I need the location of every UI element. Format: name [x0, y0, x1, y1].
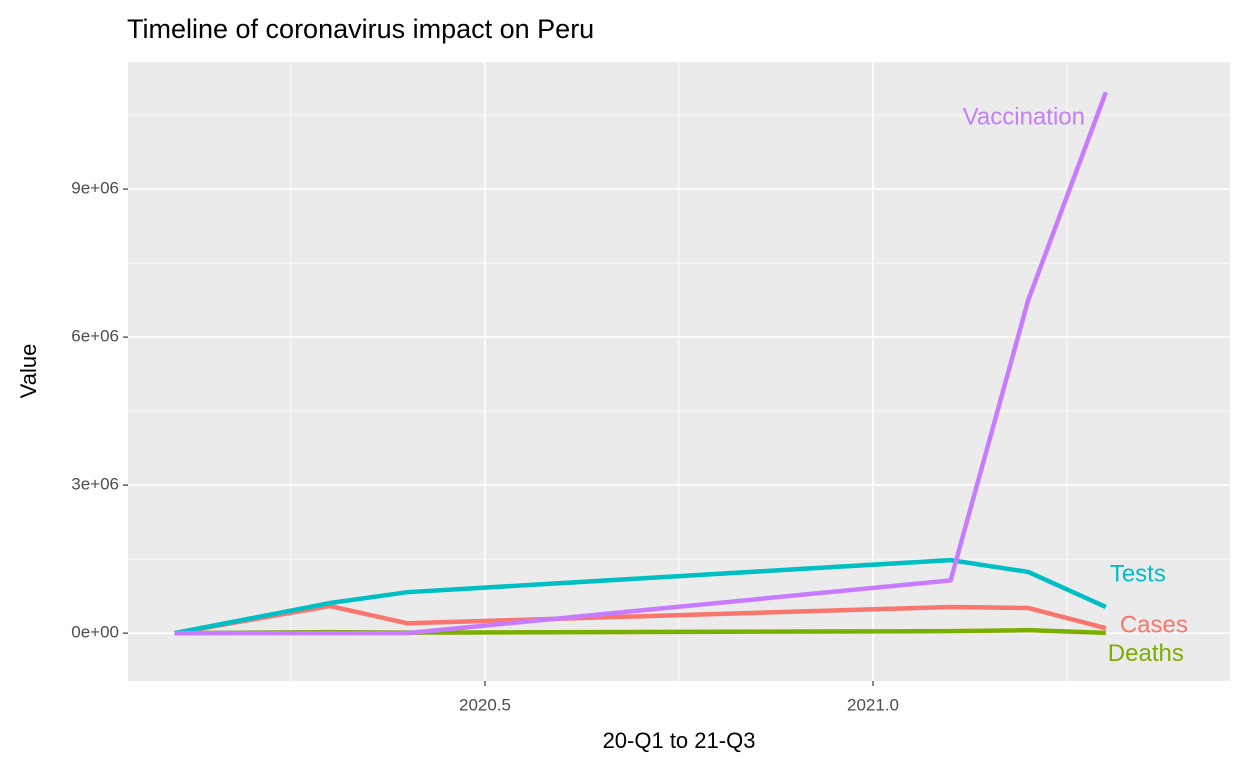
y-tick-label: 6e+06 [71, 327, 119, 346]
x-axis-title: 20-Q1 to 21-Q3 [603, 728, 756, 753]
series-line [174, 557, 1107, 636]
y-tick-label: 0e+00 [71, 623, 119, 642]
series-line [174, 91, 1108, 636]
series-label: Deaths [1108, 640, 1184, 667]
y-tick-label: 9e+06 [71, 179, 119, 198]
series-label: Cases [1120, 612, 1188, 639]
series-label: Tests [1110, 560, 1166, 587]
series-line [174, 603, 1107, 636]
y-axis-title: Value [16, 344, 41, 399]
x-tick-label: 2020.5 [459, 695, 511, 714]
x-tick-label: 2021.0 [847, 695, 899, 714]
lines [174, 91, 1108, 636]
chart-title: Timeline of coronavirus impact on Peru [127, 14, 594, 44]
series-label: Vaccination [963, 104, 1085, 131]
y-tick-label: 3e+06 [71, 475, 119, 494]
